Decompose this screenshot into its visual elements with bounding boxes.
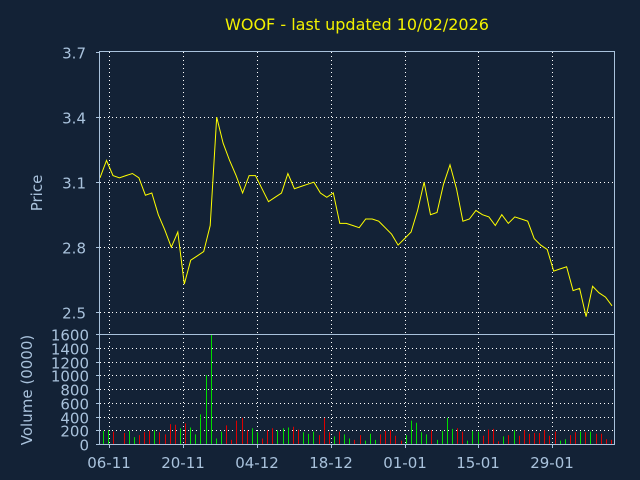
volume-grid — [100, 334, 614, 444]
volume-tick-label: 600 — [60, 396, 89, 414]
volume-bars — [103, 334, 612, 444]
x-tick-label: 29-01 — [530, 454, 574, 472]
price-y-ticks: 2.5 2.8 3.1 3.4 3.7 — [62, 45, 100, 323]
volume-tick-label: 400 — [60, 410, 89, 428]
price-grid — [100, 52, 614, 334]
price-tick-label: 3.7 — [62, 45, 86, 63]
price-y-axis-label: Price — [28, 175, 46, 212]
x-tick-label: 20-11 — [161, 454, 205, 472]
volume-tick-label: 1600 — [51, 327, 89, 345]
volume-tick-label: 1400 — [51, 341, 89, 359]
price-panel: 2.5 2.8 3.1 3.4 3.7 — [62, 45, 615, 335]
price-tick-label: 2.8 — [62, 240, 86, 258]
price-tick-label: 3.4 — [62, 110, 86, 128]
price-tick-label: 2.5 — [62, 305, 86, 323]
volume-plot-frame — [99, 334, 615, 445]
volume-tick-label: 200 — [60, 423, 89, 441]
x-tick-label: 18-12 — [309, 454, 353, 472]
x-tick-label: 15-01 — [456, 454, 500, 472]
x-tick-label: 01-01 — [383, 454, 427, 472]
x-tick-label: 06-11 — [87, 454, 131, 472]
volume-tick-label: 800 — [60, 382, 89, 400]
date-x-ticks: 06-11 20-11 04-12 18-12 01-01 15-01 29-01 — [87, 444, 574, 472]
volume-tick-label: 1200 — [51, 355, 89, 373]
x-tick-label: 04-12 — [235, 454, 279, 472]
volume-tick-label: 0 — [79, 437, 89, 455]
price-tick-label: 3.1 — [62, 175, 86, 193]
volume-tick-label: 1000 — [51, 368, 89, 386]
chart-title: WOOF - last updated 10/02/2026 — [225, 15, 489, 34]
volume-y-axis-label: Volume (0000) — [18, 335, 36, 445]
price-plot-frame — [99, 51, 615, 335]
price-series-line — [99, 116, 613, 317]
